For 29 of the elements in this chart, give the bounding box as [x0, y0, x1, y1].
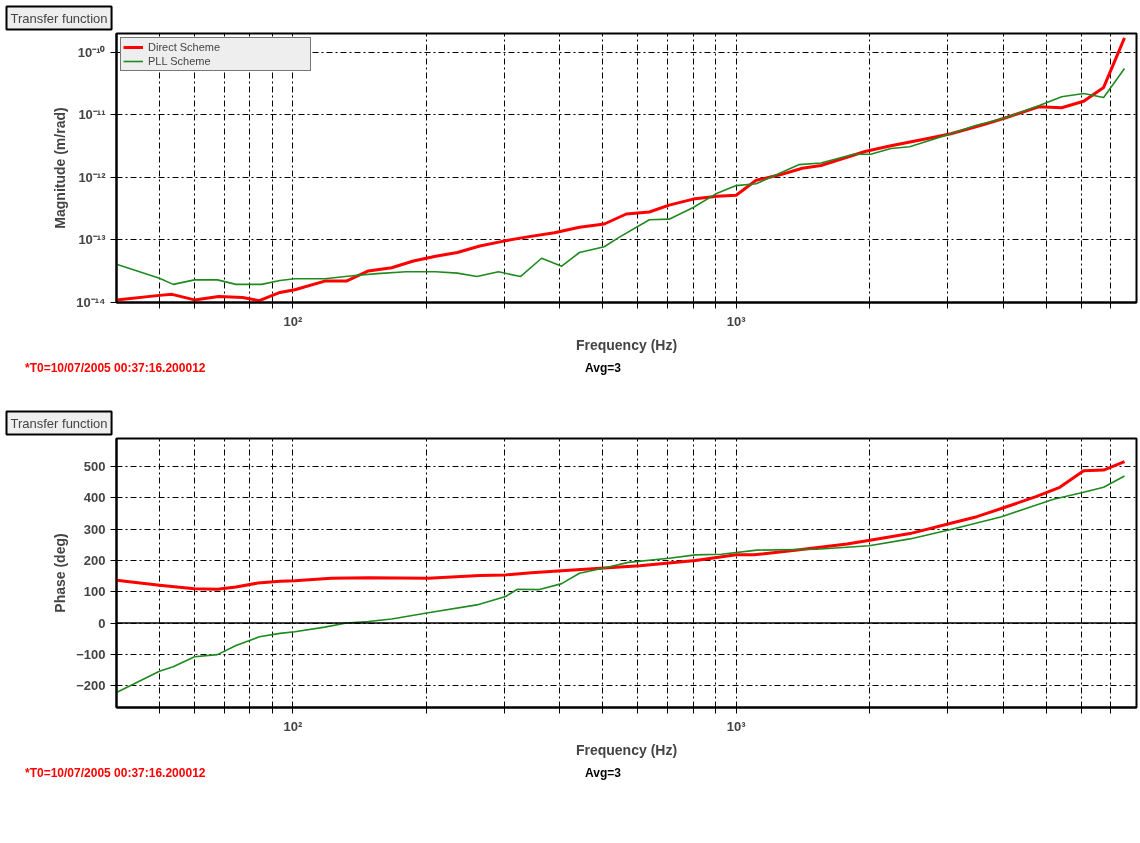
y-tick-label: 10⁻¹² — [78, 169, 107, 185]
chart-title: Transfer function — [10, 415, 108, 431]
chart-title: Transfer function — [10, 10, 108, 26]
y-tick-label: 100 — [83, 584, 106, 600]
text: Avg=3 — [585, 360, 621, 377]
legend-label: PLL Scheme — [148, 54, 212, 68]
x-tick-label: 10³ — [726, 313, 747, 329]
y-tick-label: −200 — [76, 678, 106, 694]
y-tick-label: −100 — [76, 646, 106, 662]
x-tick-label: 10² — [283, 313, 303, 329]
y-axis-title: Phase (deg) — [52, 533, 69, 613]
x-tick-label: 10³ — [726, 718, 747, 734]
y-tick-label: 10⁻¹⁰ — [77, 44, 106, 60]
y-tick-label: 200 — [83, 552, 106, 568]
y-tick-label: 0 — [98, 615, 106, 631]
y-tick-label: 10⁻¹³ — [78, 232, 107, 248]
y-tick-label: 300 — [83, 521, 106, 537]
text: *T0=10/07/2005 00:37:16.200012 — [25, 360, 206, 377]
x-tick-label: 10² — [283, 718, 303, 734]
text: Avg=3 — [585, 765, 621, 782]
x-axis-title: Frequency (Hz) — [575, 741, 678, 758]
x-axis-title: Frequency (Hz) — [575, 336, 678, 353]
y-tick-label: 500 — [83, 459, 106, 475]
text: *T0=10/07/2005 00:37:16.200012 — [25, 765, 206, 782]
legend-label: Direct Scheme — [148, 40, 222, 54]
y-axis-title: Magnitude (m/rad) — [52, 107, 69, 229]
y-tick-label: 400 — [83, 490, 106, 506]
y-tick-label: 10⁻¹⁴ — [76, 295, 106, 310]
y-tick-label: 10⁻¹¹ — [78, 107, 106, 123]
